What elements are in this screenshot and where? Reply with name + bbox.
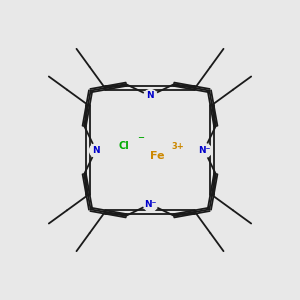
Text: Fe: Fe: [150, 151, 165, 160]
Text: Cl: Cl: [118, 141, 129, 151]
Text: 3+: 3+: [172, 142, 184, 151]
Text: −: −: [137, 134, 144, 142]
Text: N⁻: N⁻: [144, 200, 156, 208]
Text: N: N: [92, 146, 100, 154]
Text: N: N: [146, 92, 154, 100]
Text: N⁻: N⁻: [198, 146, 210, 154]
